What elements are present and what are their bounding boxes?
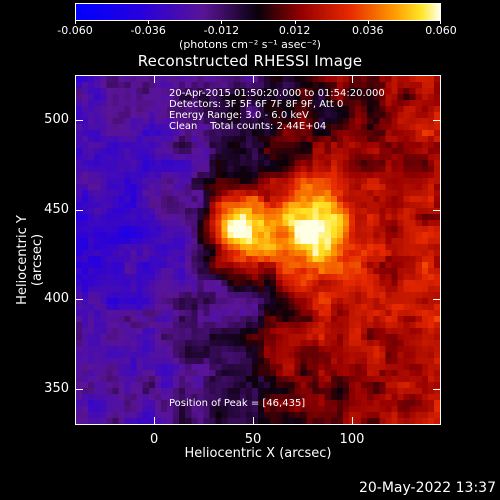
colorbar-tick-label: -0.036 <box>130 24 166 37</box>
peak-position-text: Position of Peak = [46,435] <box>169 398 306 409</box>
colorbar-tick <box>148 20 150 24</box>
x-tick <box>253 417 255 425</box>
y-tick <box>433 119 441 121</box>
colorbar-tick-label: -0.012 <box>203 24 240 37</box>
y-axis-label: Heliocentric Y (arcsec) <box>15 215 45 305</box>
y-tick <box>75 389 83 391</box>
y-tick-label: 450 <box>44 201 69 217</box>
y-tick <box>75 119 83 121</box>
colorbar-units: (photons cm⁻² s⁻¹ asec⁻²) <box>179 38 321 51</box>
y-tick-label: 350 <box>44 381 69 397</box>
x-tick <box>154 417 156 425</box>
x-tick-label: 0 <box>149 432 159 447</box>
colorbar-ticks: -0.060 -0.036 -0.012 0.012 0.036 0.060 <box>0 0 500 40</box>
x-tick-label: 50 <box>244 432 262 447</box>
time-range-text: 20-Apr-2015 01:50:20.000 to 01:54:20.000 <box>169 88 385 99</box>
colorbar-tick <box>440 20 441 24</box>
y-tick <box>75 209 83 211</box>
x-axis-label: Heliocentric X (arcsec) <box>184 446 332 461</box>
colorbar-tick <box>221 20 223 24</box>
rhessi-image: 20-Apr-2015 01:50:20.000 to 01:54:20.000… <box>75 75 441 425</box>
colorbar-tick <box>75 20 76 24</box>
y-tick <box>75 299 83 301</box>
plot-title: Reconstructed RHESSI Image <box>137 52 363 70</box>
colorbar-tick <box>294 20 296 24</box>
colorbar-tick-label: 0.036 <box>352 24 384 37</box>
detectors-text: Detectors: 3F 5F 6F 7F 8F 9F, Att 0 <box>169 99 344 110</box>
colorbar-tick-label: 0.012 <box>278 24 311 37</box>
x-tick <box>253 75 255 83</box>
x-tick <box>351 75 353 83</box>
colorbar-tick-label: 0.060 <box>425 24 457 37</box>
y-tick <box>433 389 441 391</box>
energy-range-text: Energy Range: 3.0 - 6.0 keV <box>169 110 309 121</box>
colorbar <box>75 3 441 21</box>
timestamp: 20-May-2022 13:37 <box>358 480 496 496</box>
y-tick-label: 500 <box>44 111 69 127</box>
clean-counts-text: Clean Total counts: 2.44E+04 <box>169 121 327 132</box>
x-tick <box>154 75 156 83</box>
y-tick <box>433 299 441 301</box>
y-tick-label: 400 <box>44 291 69 307</box>
x-tick-label: 100 <box>339 432 365 447</box>
y-tick <box>433 209 441 211</box>
x-tick <box>351 417 353 425</box>
colorbar-tick <box>367 20 369 24</box>
colorbar-tick-label: -0.060 <box>57 24 93 37</box>
